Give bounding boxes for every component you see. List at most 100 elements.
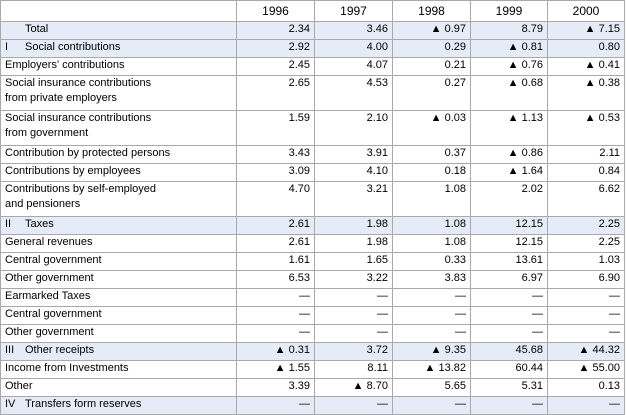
row-label: Contributions by self-employed and pensi… bbox=[5, 183, 157, 210]
value-cell: 2.34 bbox=[236, 21, 315, 40]
table-row: Other government 6.53 3.22 3.83 6.97 6.90 bbox=[0, 270, 625, 289]
row-label: Social insurance contributions from priv… bbox=[5, 77, 152, 104]
value-cell: 6.53 bbox=[236, 270, 315, 289]
row-label: General revenues bbox=[5, 236, 93, 248]
value-cell: 45.68 bbox=[470, 342, 548, 361]
header-row: 1996 1997 1998 1999 2000 bbox=[0, 0, 625, 22]
value-cell: ▲ 0.53 bbox=[547, 110, 625, 146]
value-cell: — bbox=[547, 288, 625, 307]
header-label-column bbox=[0, 0, 237, 22]
value-cell: 3.83 bbox=[392, 270, 471, 289]
table-row: IV Transfers form reserves — — — — — bbox=[0, 396, 625, 415]
row-label-cell: III Other receipts bbox=[0, 342, 237, 361]
row-label: Other bbox=[5, 380, 33, 392]
row-label: Other receipts bbox=[25, 344, 95, 356]
row-label: Social contributions bbox=[25, 41, 121, 53]
value-cell: 8.11 bbox=[314, 360, 393, 379]
value-cell: ▲ 7.15 bbox=[547, 21, 625, 40]
value-cell: 4.70 bbox=[236, 181, 315, 217]
table-row: Contribution by protected persons 3.43 3.9… bbox=[0, 145, 625, 164]
value-cell: ▲ 0.86 bbox=[470, 145, 548, 164]
table-body: Total 2.34 3.46 ▲ 0.97 8.79 ▲ 7.15 I Social con… bbox=[0, 21, 625, 415]
value-cell: ▲ 0.03 bbox=[392, 110, 471, 146]
row-label-cell: Other government bbox=[0, 324, 237, 343]
value-cell: 4.10 bbox=[314, 163, 393, 182]
value-cell: 0.21 bbox=[392, 57, 471, 76]
table-row: Contributions by employees 3.09 4.10 0.18 ▲ … bbox=[0, 163, 625, 182]
value-cell: 3.46 bbox=[314, 21, 393, 40]
row-label: Contributions by employees bbox=[5, 165, 141, 177]
header-year: 1999 bbox=[470, 0, 548, 22]
value-cell: 1.65 bbox=[314, 252, 393, 271]
value-cell: 2.25 bbox=[547, 234, 625, 253]
table-row: Central government 1.61 1.65 0.33 13.61 1.03 bbox=[0, 252, 625, 271]
value-cell: 1.08 bbox=[392, 181, 471, 217]
value-cell: 6.97 bbox=[470, 270, 548, 289]
value-cell: — bbox=[547, 324, 625, 343]
value-cell: 5.31 bbox=[470, 378, 548, 397]
value-cell: ▲ 0.76 bbox=[470, 57, 548, 76]
row-label: Earmarked Taxes bbox=[5, 290, 91, 302]
value-cell: 6.62 bbox=[547, 181, 625, 217]
section-numeral: II bbox=[5, 218, 12, 230]
value-cell: 4.53 bbox=[314, 75, 393, 111]
value-cell: — bbox=[236, 396, 315, 415]
table-row: General revenues 2.61 1.98 1.08 12.15 2.25 bbox=[0, 234, 625, 253]
value-cell: — bbox=[392, 288, 471, 307]
value-cell: 0.84 bbox=[547, 163, 625, 182]
value-cell: 60.44 bbox=[470, 360, 548, 379]
row-label: Other government bbox=[5, 326, 94, 338]
table-row: Social insurance contributions from gove… bbox=[0, 110, 625, 146]
row-label: Other government bbox=[5, 272, 94, 284]
value-cell: ▲ 0.41 bbox=[547, 57, 625, 76]
table-row: Other government — — — — — bbox=[0, 324, 625, 343]
row-label: Employers' contributions bbox=[5, 59, 125, 71]
value-cell: 0.37 bbox=[392, 145, 471, 164]
value-cell: 6.90 bbox=[547, 270, 625, 289]
section-numeral: I bbox=[5, 41, 9, 53]
table-row: Employers' contributions 2.45 4.07 0.21 ▲ 0.… bbox=[0, 57, 625, 76]
row-label-cell: Employers' contributions bbox=[0, 57, 237, 76]
value-cell: ▲ 13.82 bbox=[392, 360, 471, 379]
value-cell: 2.45 bbox=[236, 57, 315, 76]
row-label-cell: Income from Investments bbox=[0, 360, 237, 379]
row-label: Social insurance contributions from gove… bbox=[5, 112, 152, 139]
header-year: 2000 bbox=[547, 0, 625, 22]
value-cell: — bbox=[314, 324, 393, 343]
value-cell: 3.22 bbox=[314, 270, 393, 289]
value-cell: 3.72 bbox=[314, 342, 393, 361]
table-row: Social insurance contributions from priv… bbox=[0, 75, 625, 111]
row-label-cell: Social insurance contributions from priv… bbox=[0, 75, 237, 111]
value-cell: 2.11 bbox=[547, 145, 625, 164]
value-cell: 1.98 bbox=[314, 216, 393, 235]
row-label-cell: Other bbox=[0, 378, 237, 397]
table-row: I Social contributions 2.92 4.00 0.29 ▲ 0.81 0… bbox=[0, 39, 625, 58]
value-cell: 12.15 bbox=[470, 216, 548, 235]
value-cell: 1.03 bbox=[547, 252, 625, 271]
value-cell: ▲ 0.68 bbox=[470, 75, 548, 111]
row-label-cell: General revenues bbox=[0, 234, 237, 253]
value-cell: — bbox=[547, 396, 625, 415]
table-row: Earmarked Taxes — — — — — bbox=[0, 288, 625, 307]
value-cell: 2.92 bbox=[236, 39, 315, 58]
value-cell: ▲ 1.13 bbox=[470, 110, 548, 146]
row-label: Total bbox=[25, 23, 49, 35]
value-cell: ▲ 55.00 bbox=[547, 360, 625, 379]
value-cell: 0.33 bbox=[392, 252, 471, 271]
value-cell: 3.09 bbox=[236, 163, 315, 182]
value-cell: 3.21 bbox=[314, 181, 393, 217]
value-cell: — bbox=[547, 306, 625, 325]
value-cell: 2.65 bbox=[236, 75, 315, 111]
value-cell: 0.29 bbox=[392, 39, 471, 58]
value-cell: ▲ 0.81 bbox=[470, 39, 548, 58]
row-label-cell: Contributions by employees bbox=[0, 163, 237, 182]
table-row: Central government — — — — — bbox=[0, 306, 625, 325]
value-cell: 13.61 bbox=[470, 252, 548, 271]
row-label: Income from Investments bbox=[5, 362, 129, 374]
row-label: Central government bbox=[5, 308, 102, 320]
row-label-cell: IV Transfers form reserves bbox=[0, 396, 237, 415]
value-cell: 2.10 bbox=[314, 110, 393, 146]
value-cell: 2.61 bbox=[236, 234, 315, 253]
value-cell: 1.59 bbox=[236, 110, 315, 146]
